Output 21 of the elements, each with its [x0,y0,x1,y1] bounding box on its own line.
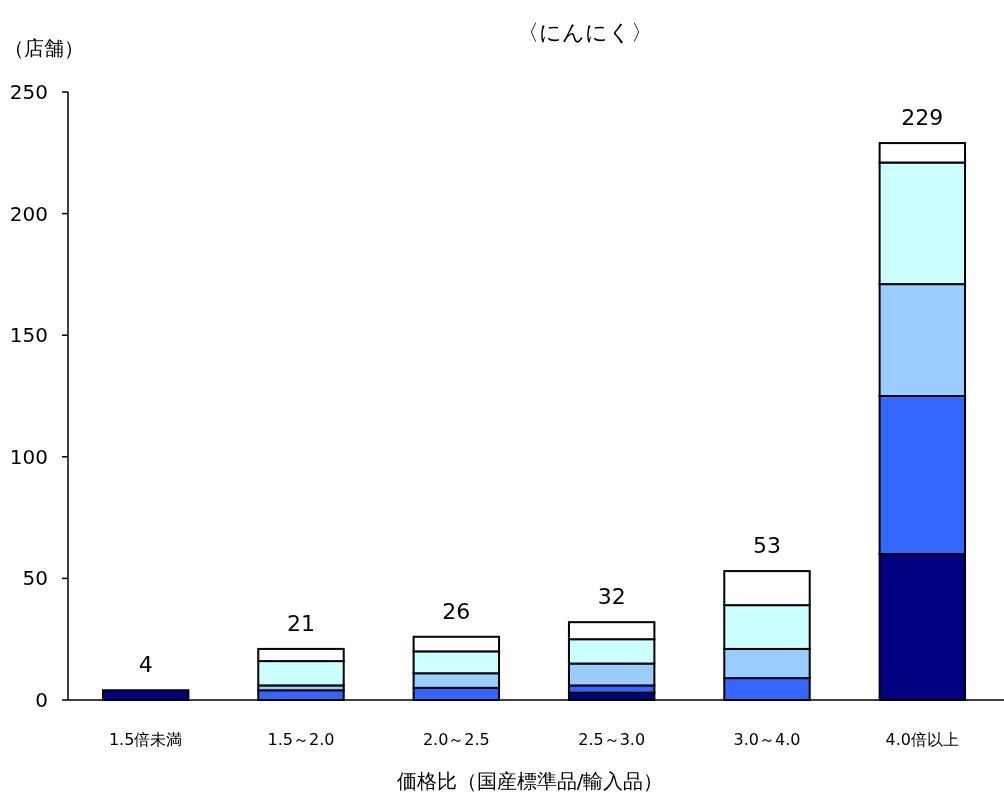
y-tick-label: 250 [9,80,48,104]
x-axis-title: 価格比（国産標準品/輸入品） [396,769,664,793]
total-label: 53 [753,533,781,559]
x-tick-label: 1.5～2.0 [267,730,335,749]
x-tick-label: 4.0倍以上 [885,730,960,749]
total-label: 32 [597,584,626,610]
total-label: 229 [901,105,944,131]
total-label: 21 [287,610,315,636]
y-tick-label: 50 [22,566,48,591]
total-label: 4 [138,652,153,678]
chart-title: 〈にんにく〉 [517,20,653,45]
x-tick-label: 2.0～2.5 [422,730,490,749]
total-label: 26 [442,598,471,624]
y-axis-title: （店舗） [4,36,84,60]
x-tick-label: 1.5倍未満 [108,730,183,749]
y-tick-label: 0 [35,688,48,712]
y-tick-label: 200 [9,201,48,226]
x-tick-label: 2.5～3.0 [578,730,646,749]
x-tick-label: 3.0～4.0 [733,730,801,749]
y-tick-label: 150 [9,323,48,348]
y-tick-label: 100 [9,444,48,469]
